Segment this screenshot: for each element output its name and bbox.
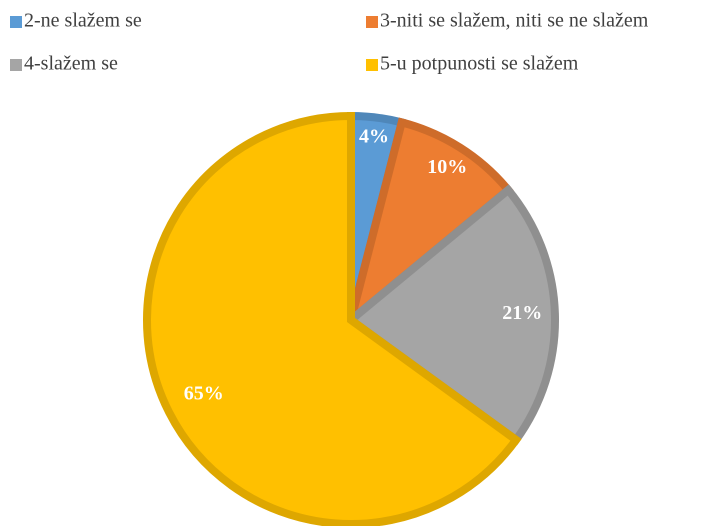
data-label: 4% [359, 125, 389, 147]
pie-slice [344, 117, 514, 331]
pie-slice-border [143, 111, 522, 526]
legend-swatch [366, 59, 378, 71]
legend-label: 3-niti se slažem, niti se ne slažem [380, 10, 649, 32]
pie-slice [143, 111, 522, 526]
legend-label: 2-ne slažem se [24, 10, 142, 32]
legend-label: 4-slažem se [24, 53, 118, 75]
data-label: 65% [184, 383, 224, 405]
data-label: 10% [427, 156, 467, 178]
data-label: 21% [502, 302, 542, 324]
pie-slice-border [344, 184, 559, 446]
pie-slice-border [344, 117, 514, 331]
pie-slice [344, 184, 559, 446]
legend-swatch [10, 16, 22, 28]
legend-swatch [366, 16, 378, 28]
legend-label: 5-u potpunosti se slažem [380, 53, 579, 75]
legend-swatch [10, 59, 22, 71]
